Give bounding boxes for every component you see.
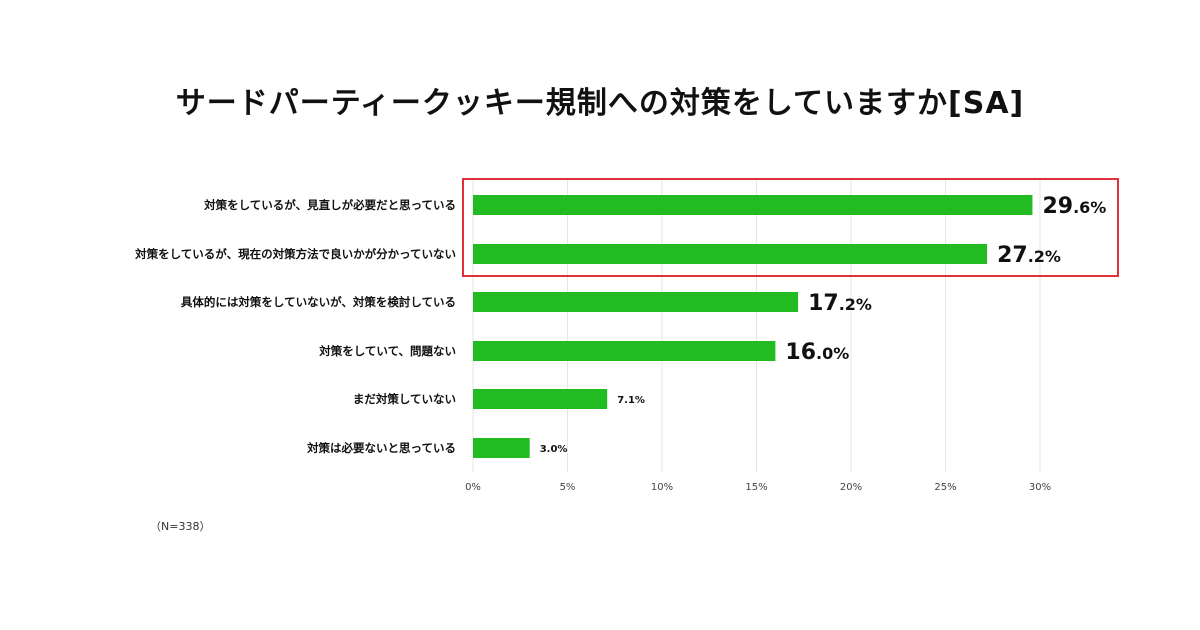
category-label: 対策をしているが、現在の対策方法で良いかが分かっていない: [134, 247, 456, 261]
x-tick-label: 25%: [934, 482, 956, 493]
value-label: 16.0%: [785, 340, 849, 365]
bar: [473, 389, 608, 409]
sample-size-note: （N=338）: [150, 520, 211, 533]
category-label: 対策をしていて、問題ない: [318, 344, 456, 358]
x-axis-ticks: 0% 5% 10% 15% 20% 25% 30%: [465, 482, 1051, 493]
bar: [473, 292, 799, 312]
highlight-box: [462, 178, 1119, 277]
category-label: 対策をしているが、見直しが必要だと思っている: [203, 198, 456, 212]
grid-lines: [472, 180, 1041, 472]
category-label: 具体的には対策をしていないが、対策を検討している: [181, 295, 456, 309]
bar: [473, 195, 1033, 215]
value-label: 3.0%: [540, 444, 568, 455]
chart-title: サードパーティークッキー規制への対策をしていますか[SA]: [175, 86, 1025, 121]
bar: [473, 438, 530, 458]
category-label: まだ対策していない: [353, 392, 456, 406]
bars: [473, 195, 1033, 458]
value-label: 7.1%: [617, 395, 645, 406]
x-tick-label: 0%: [465, 482, 481, 493]
x-tick-label: 20%: [840, 482, 862, 493]
x-tick-label: 10%: [651, 482, 673, 493]
value-label: 17.2%: [808, 291, 872, 316]
value-label: 27.2%: [997, 243, 1061, 268]
bar: [473, 244, 988, 264]
x-tick-label: 30%: [1029, 482, 1051, 493]
category-label: 対策は必要ないと思っている: [306, 441, 456, 455]
category-labels: 対策をしているが、見直しが必要だと思っている対策をしているが、現在の対策方法で良…: [134, 198, 456, 455]
x-tick-label: 15%: [745, 482, 767, 493]
x-tick-label: 5%: [560, 482, 576, 493]
value-labels: 29.6% 27.2% 17.2% 16.0% 7.1% 3.0%: [540, 194, 1107, 455]
bar: [473, 341, 776, 361]
value-label: 29.6%: [1042, 194, 1106, 219]
